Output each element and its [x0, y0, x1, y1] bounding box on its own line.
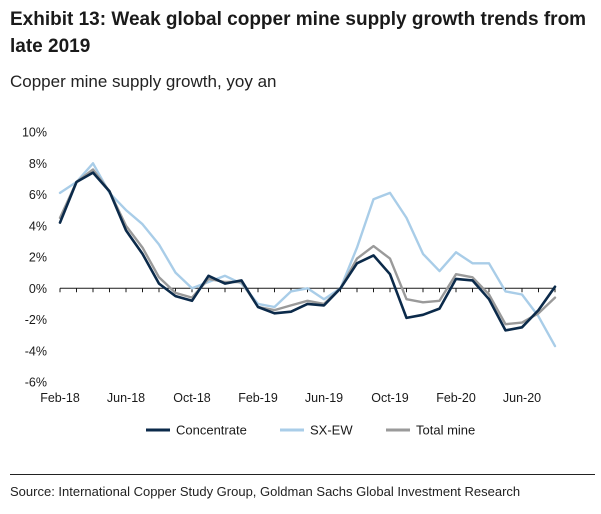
source-note: Source: International Copper Study Group…: [10, 484, 521, 499]
chart-subtitle: Copper mine supply growth, yoy an: [10, 72, 277, 91]
x-axis: Feb-18 Jun-18 Oct-18 Feb-19 Jun-19 Oct-19 Feb-…: [40, 288, 556, 405]
y-tick-label: 10%: [22, 126, 47, 140]
y-axis: 10% 8% 6% 4% 2% 0% -2% -4% -6%: [22, 126, 47, 390]
footer-divider: [10, 474, 595, 475]
y-tick-label: 4%: [29, 219, 47, 233]
x-tick-label: Feb-19: [238, 391, 278, 405]
chart-title: Exhibit 13: Weak global copper mine supp…: [10, 9, 587, 57]
series-line-concentrate: [58, 171, 557, 332]
legend-label-total-mine: Total mine: [416, 423, 475, 438]
legend-label-concentrate: Concentrate: [176, 423, 247, 438]
series-lines: [58, 162, 557, 348]
x-tick-label: Feb-18: [40, 391, 80, 405]
legend: Concentrate SX-EW Total mine: [146, 423, 475, 438]
legend-label-sx-ew: SX-EW: [310, 423, 353, 438]
x-tick-label: Oct-18: [173, 391, 211, 405]
x-tick-label: Oct-19: [371, 391, 409, 405]
y-tick-label: -6%: [25, 376, 47, 390]
x-tick-label: Jun-20: [503, 391, 541, 405]
series-line-total-mine: [58, 168, 557, 326]
x-tick-label: Jun-18: [107, 391, 145, 405]
y-tick-label: 8%: [29, 157, 47, 171]
y-tick-label: 6%: [29, 188, 47, 202]
y-tick-label: -2%: [25, 313, 47, 327]
y-tick-label: 0%: [29, 282, 47, 296]
line-chart: 10% 8% 6% 4% 2% 0% -2% -4% -6% Feb-18 Jun-18 Oct-1…: [22, 126, 557, 438]
series-line-sx-ew: [58, 162, 557, 348]
y-tick-label: 2%: [29, 251, 47, 265]
x-tick-label: Feb-20: [436, 391, 476, 405]
y-tick-label: -4%: [25, 344, 47, 358]
x-tick-label: Jun-19: [305, 391, 343, 405]
